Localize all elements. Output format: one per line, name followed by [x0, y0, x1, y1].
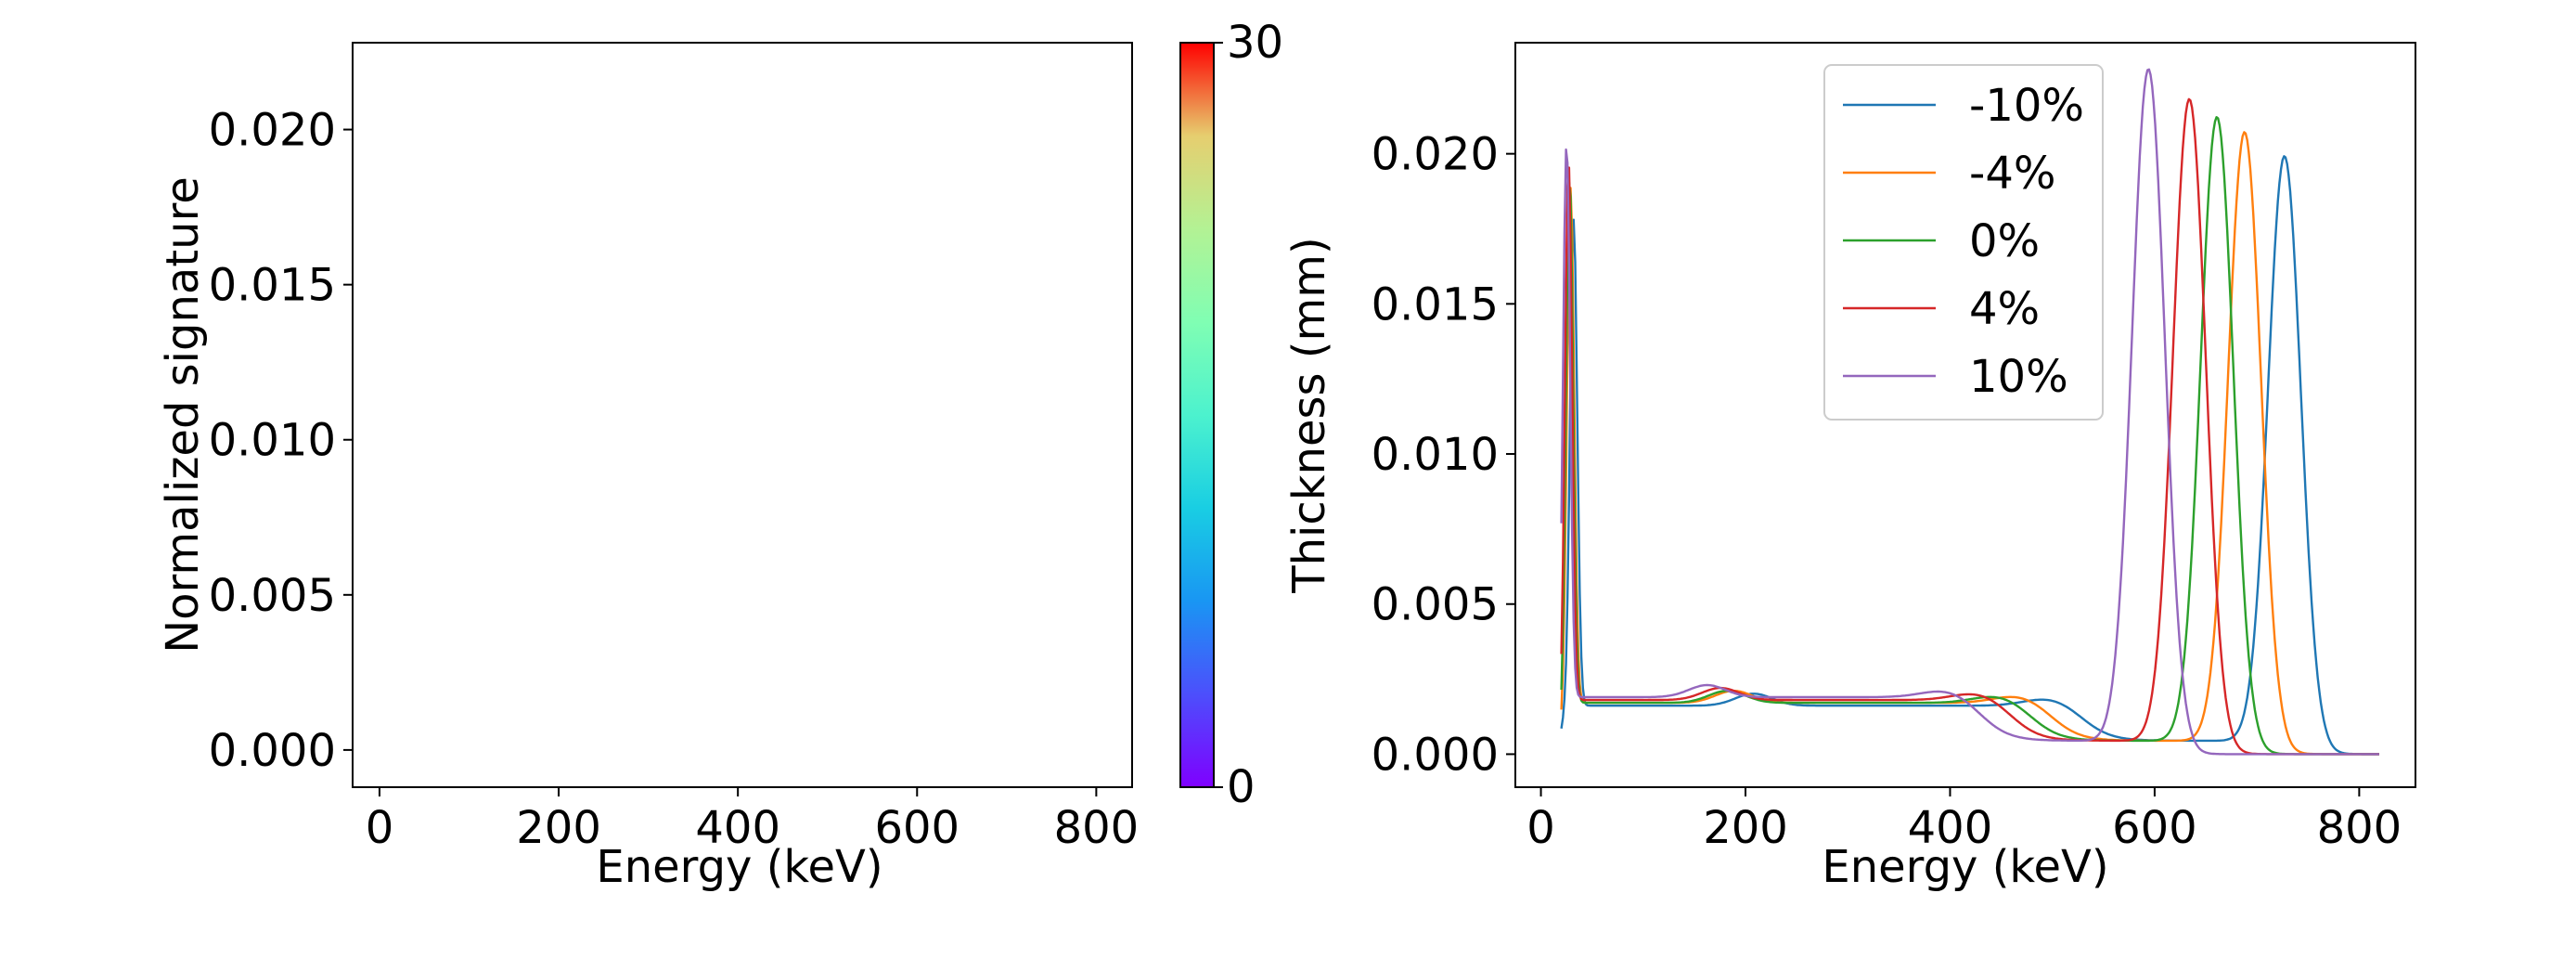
legend-label: 0%	[1969, 215, 2040, 267]
x-tick-label: 200	[1703, 802, 1788, 854]
y-tick-label: 0.015	[1372, 278, 1499, 330]
y-tick-label: 0.015	[209, 260, 336, 312]
right-x-axis-label: Energy (keV)	[1822, 841, 2108, 893]
y-tick-label: 0.000	[1372, 729, 1499, 781]
colorbar-label: Thickness (mm)	[1283, 237, 1335, 593]
x-tick-label: 600	[874, 802, 960, 854]
y-tick-label: 0.020	[209, 105, 336, 157]
x-tick-label: 800	[1054, 802, 1140, 854]
legend-label: 4%	[1969, 283, 2040, 335]
y-tick-label: 0.000	[209, 725, 336, 777]
legend-label: -10%	[1969, 80, 2084, 132]
colorbar: 30 0 Thickness (mm)	[1179, 17, 1335, 813]
series-line	[1560, 131, 2379, 756]
series-line	[1560, 97, 2379, 756]
left-y-axis-label: Normalized signature	[157, 176, 209, 654]
x-tick-label: 800	[2317, 802, 2402, 854]
y-tick-label: 0.020	[1372, 129, 1499, 181]
legend-label: -4%	[1969, 148, 2055, 200]
left-x-axis-label: Energy (keV)	[596, 841, 882, 893]
x-tick-label: 200	[516, 802, 601, 854]
right-plot-frame	[1514, 42, 2416, 788]
right-y-ticks: 0.000 0.005 0.010 0.015 0.020	[1372, 129, 1515, 781]
x-tick-label: 400	[695, 802, 780, 854]
y-tick-label: 0.005	[1372, 579, 1499, 631]
left-plot-frame	[352, 42, 1133, 788]
y-tick-label: 0.005	[209, 570, 336, 622]
series-line	[1560, 116, 2379, 756]
x-tick-label: 0	[366, 802, 394, 854]
colorbar-tick-label-min: 0	[1227, 761, 1256, 813]
left-panel: 0 200 400 600 800 0.0000.0050.0100.0150.020 …	[157, 42, 1139, 893]
x-tick-label: 0	[1526, 802, 1555, 854]
left-y-ticks: 0.000 0.005 0.010 0.015 0.020	[209, 105, 353, 777]
right-x-ticks: 0 200 400 600 800	[1526, 787, 2402, 854]
x-tick-label: 600	[2112, 802, 2197, 854]
colorbar-tick-label-max: 30	[1227, 17, 1283, 69]
y-tick-label: 0.010	[209, 415, 336, 467]
colorbar-gradient	[1179, 42, 1215, 788]
left-x-ticks: 0 200 400 600 800	[366, 787, 1139, 854]
right-curves	[1560, 68, 2379, 756]
right-panel: 0 200 400 600 800 0.0000.0050.0100.0150.020 …	[1372, 42, 2416, 893]
legend-box	[1823, 64, 2104, 421]
x-tick-label: 400	[1908, 802, 1993, 854]
series-line	[1560, 68, 2379, 756]
legend: -10% -4% 0% 4% 10%	[1823, 64, 2104, 421]
legend-label: 10%	[1969, 351, 2068, 403]
y-tick-label: 0.010	[1372, 429, 1499, 481]
